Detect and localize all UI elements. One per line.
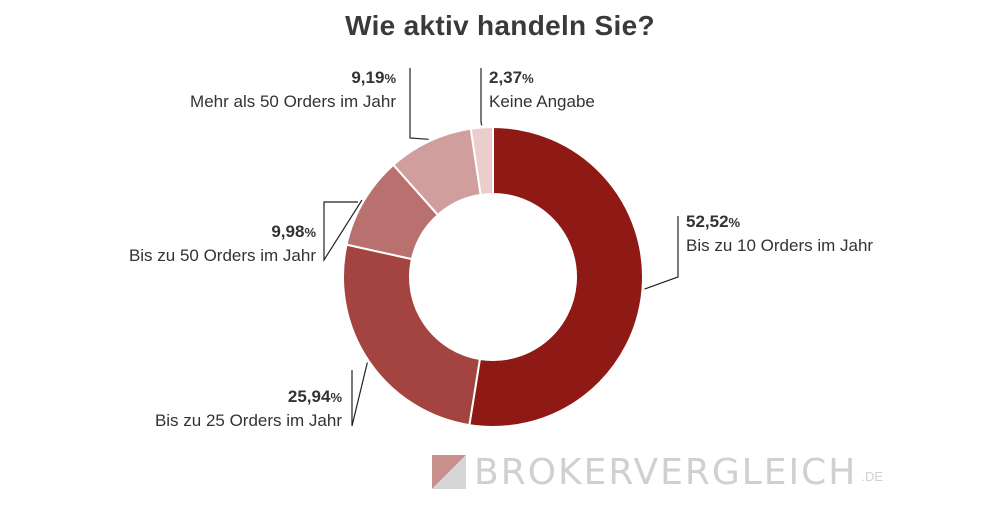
slice-unit: %: [522, 71, 534, 86]
leader-line-4: [480, 68, 483, 126]
slice-1: [342, 243, 482, 427]
slice-unit: %: [728, 215, 741, 230]
slice-label-2: 9,98% Bis zu 50 Orders im Jahr: [129, 220, 316, 267]
slice-name: Bis zu 25 Orders im Jahr: [154, 411, 342, 430]
brand-name: BROKERVERGLEICH: [474, 451, 858, 493]
slice-label-3: 9,19% Mehr als 50 Orders im Jahr: [190, 66, 396, 113]
leader-line-3: [409, 68, 429, 140]
brand-logo-icon: [432, 455, 466, 489]
slice-unit: %: [384, 71, 396, 86]
slice-4: [469, 125, 494, 197]
slice-name: Keine Angabe: [489, 92, 595, 111]
slice-label-4: 2,37% Keine Angabe: [489, 66, 595, 113]
slice-value: 9,98: [271, 222, 305, 241]
slice-label-1: 25,94% Bis zu 25 Orders im Jahr: [155, 385, 342, 432]
brand-logo: BROKERVERGLEICH .DE: [432, 451, 884, 493]
leader-line-2: [323, 199, 363, 263]
slice-unit: %: [304, 225, 316, 240]
brand-tld: .DE: [861, 469, 884, 484]
slice-name: Bis zu 10 Orders im Jahr: [686, 236, 874, 255]
leader-line-0: [644, 216, 679, 290]
slice-unit: %: [330, 390, 342, 405]
slice-name: Mehr als 50 Orders im Jahr: [190, 92, 396, 111]
leader-line-1: [351, 362, 368, 427]
chart-title: Wie aktiv handeln Sie?: [345, 10, 655, 41]
slice-value: 9,19: [351, 68, 385, 87]
slice-value: 2,37: [489, 68, 523, 87]
slice-name: Bis zu 50 Orders im Jahr: [128, 246, 316, 265]
slice-value: 52,52: [686, 212, 729, 231]
slice-label-0: 52,52% Bis zu 10 Orders im Jahr: [686, 210, 873, 257]
slice-0: [468, 125, 644, 428]
slice-value: 25,94: [287, 387, 331, 406]
